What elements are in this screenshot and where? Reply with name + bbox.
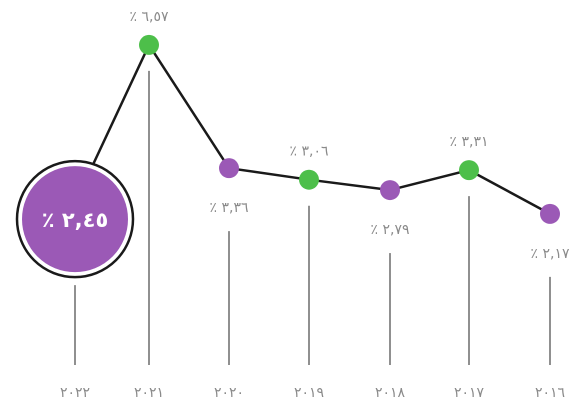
value-label-2: ٪ ٢,٧٩ xyxy=(371,222,410,238)
value-label-4: ٪ ٣,٣٦ xyxy=(210,200,249,216)
year-label-5: ٢٠٢١ xyxy=(134,385,164,401)
value-label-5: ٪ ٦,٥٧ xyxy=(130,9,169,25)
year-label-2: ٢٠١٨ xyxy=(375,385,406,401)
year-label-4: ٢٠٢٠ xyxy=(214,385,244,401)
year-label-6: ٢٠٢٢ xyxy=(60,385,90,401)
data-point-3 xyxy=(299,169,319,190)
data-point-1 xyxy=(459,160,479,181)
year-label-3: ٢٠١٩ xyxy=(294,385,324,401)
data-point-5 xyxy=(139,34,159,55)
data-point-0 xyxy=(540,203,560,224)
year-label-1: ٢٠١٧ xyxy=(454,385,485,401)
highlight-value-label: ٪ ٢,٤٥ xyxy=(42,208,109,232)
markers-group xyxy=(15,34,560,279)
highlight-marker xyxy=(22,166,128,273)
value-label-3: ٪ ٣,٠٦ xyxy=(290,144,329,160)
stems-group xyxy=(74,70,551,365)
value-label-1: ٪ ٣,٣١ xyxy=(450,134,489,150)
value-labels-group: ٪ ٢,١٧ ٪ ٣,٣١ ٪ ٢,٧٩ ٪ ٣,٠٦ ٪ ٣,٣٦ ٪ ٦,٥٧ ٪ ٢,… xyxy=(42,9,570,262)
data-point-2 xyxy=(380,180,400,201)
data-point-4 xyxy=(219,158,239,179)
value-label-0: ٪ ٢,١٧ xyxy=(531,246,570,262)
year-labels-group: ٢٠١٦ ٢٠١٧ ٢٠١٨ ٢٠١٩ ٢٠٢٠ ٢٠٢١ ٢٠٢٢ xyxy=(60,385,565,401)
year-label-0: ٢٠١٦ xyxy=(535,385,565,401)
